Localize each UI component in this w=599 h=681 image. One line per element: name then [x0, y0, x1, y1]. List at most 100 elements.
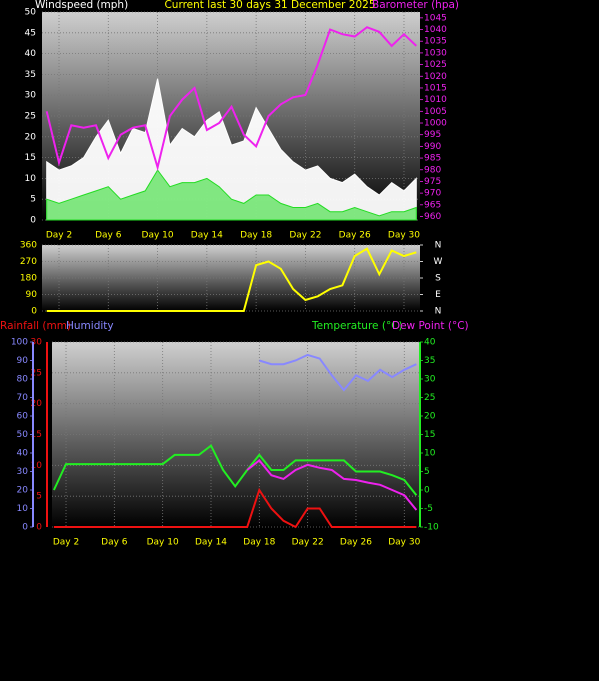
- legend-entry: Humidity: [66, 320, 114, 332]
- x-tick-label: Day 26: [340, 538, 372, 548]
- y-tick-label: 100: [11, 338, 28, 348]
- x-tick-label: Day 14: [195, 538, 227, 548]
- x-tick-label: Day 10: [147, 538, 179, 548]
- y-tick-label: 30: [25, 91, 37, 101]
- y-tick-label: W: [434, 257, 443, 267]
- y-tick-label: 965: [424, 200, 441, 210]
- y-tick-label: 25: [424, 393, 435, 403]
- y-tick-label: 1010: [424, 95, 447, 105]
- y-tick-label: N: [435, 307, 442, 317]
- series-line: [46, 247, 417, 312]
- y-tick-label: 1005: [424, 107, 447, 117]
- y-tick-label: 5: [36, 492, 42, 502]
- y-tick-label: 80: [17, 375, 29, 385]
- series-line: [246, 459, 418, 511]
- y-tick-label: 45: [25, 28, 36, 38]
- legend-entry: Rainfall (mm): [0, 320, 71, 332]
- y-tick-label: 30: [31, 338, 43, 348]
- y-tick-label: 180: [20, 274, 37, 284]
- y-tick-label: 270: [20, 257, 37, 267]
- x-tick-label: Day 18: [240, 231, 272, 241]
- y-tick-label: 980: [424, 165, 441, 175]
- y2-axis-title: Barometer (hpa): [372, 0, 459, 11]
- y-tick-label: 0: [424, 486, 430, 496]
- series-area: [46, 78, 417, 221]
- y-tick-label: 25: [31, 368, 42, 378]
- y-tick-label: 20: [17, 486, 29, 496]
- y-tick-label: -5: [424, 504, 433, 514]
- y-tick-label: 1045: [424, 13, 447, 23]
- y-tick-label: 70: [17, 393, 29, 403]
- legend-entry: Temperature (°C): [311, 320, 403, 332]
- y-tick-label: 360: [20, 241, 37, 251]
- x-tick-label: Day 30: [388, 231, 420, 241]
- y-tick-label: 60: [17, 412, 29, 422]
- y-tick-label: 15: [424, 430, 435, 440]
- legend-entry: Dew Point (°C): [392, 320, 469, 332]
- y-tick-label: 0: [22, 523, 28, 533]
- y-tick-label: 990: [424, 142, 441, 152]
- y-tick-label: 30: [17, 467, 29, 477]
- y-tick-label: 985: [424, 154, 441, 164]
- y-tick-label: 30: [424, 375, 436, 385]
- series-line: [52, 444, 418, 496]
- y-tick-label: 1025: [424, 60, 447, 70]
- y-tick-label: N: [435, 241, 442, 251]
- y-tick-label: 90: [26, 290, 38, 300]
- x-tick-label: Day 22: [289, 231, 321, 241]
- x-tick-label: Day 26: [339, 231, 371, 241]
- series-area: [46, 169, 417, 221]
- y-tick-label: 995: [424, 130, 441, 140]
- chart-title: Current last 30 days 31 December 2025: [164, 0, 375, 11]
- y-tick-label: 0: [31, 307, 37, 317]
- y-tick-label: 35: [25, 70, 36, 80]
- y-tick-label: 50: [17, 430, 29, 440]
- y-tick-label: 1030: [424, 48, 447, 58]
- y-tick-label: 40: [17, 449, 29, 459]
- y-tick-label: 5: [30, 195, 36, 205]
- y-tick-label: 10: [424, 449, 436, 459]
- x-tick-label: Day 14: [191, 231, 223, 241]
- y-tick-label: 975: [424, 177, 441, 187]
- y-tick-label: 960: [424, 212, 441, 222]
- y-tick-label: 10: [31, 461, 43, 471]
- x-tick-label: Day 2: [53, 538, 79, 548]
- y-tick-label: 1035: [424, 37, 447, 47]
- x-tick-label: Day 30: [388, 538, 420, 548]
- y-tick-label: 1015: [424, 83, 447, 93]
- y-tick-label: 1000: [424, 119, 447, 129]
- y-tick-label: 10: [25, 174, 37, 184]
- y-tick-label: 10: [17, 504, 29, 514]
- y-tick-label: S: [435, 274, 441, 284]
- y-tick-label: 970: [424, 189, 441, 199]
- y-tick-label: 25: [25, 112, 36, 122]
- y-tick-label: 90: [17, 356, 29, 366]
- y-tick-label: 15: [25, 153, 36, 163]
- y-tick-label: 20: [25, 132, 37, 142]
- x-tick-label: Day 2: [46, 231, 72, 241]
- y-tick-label: E: [435, 290, 441, 300]
- y-tick-label: 1040: [424, 25, 447, 35]
- y-tick-label: 0: [36, 523, 42, 533]
- x-tick-label: Day 18: [243, 538, 275, 548]
- y-tick-label: 5: [424, 467, 430, 477]
- y-tick-label: 40: [25, 49, 37, 59]
- y-tick-label: 35: [424, 356, 435, 366]
- y-tick-label: 0: [30, 216, 36, 226]
- series-line: [259, 353, 417, 392]
- y-tick-label: -10: [424, 523, 439, 533]
- y-tick-label: 1020: [424, 72, 447, 82]
- y-tick-label: 50: [25, 8, 37, 18]
- y-tick-label: 15: [31, 430, 42, 440]
- y-tick-label: 20: [31, 399, 43, 409]
- series-line: [53, 487, 417, 529]
- series-line: [45, 26, 417, 172]
- x-tick-label: Day 6: [95, 231, 122, 241]
- x-tick-label: Day 10: [142, 231, 174, 241]
- x-tick-label: Day 6: [101, 538, 128, 548]
- y-axis-title: Windspeed (mph): [35, 0, 128, 11]
- x-tick-label: Day 22: [292, 538, 324, 548]
- y-tick-label: 40: [424, 338, 436, 348]
